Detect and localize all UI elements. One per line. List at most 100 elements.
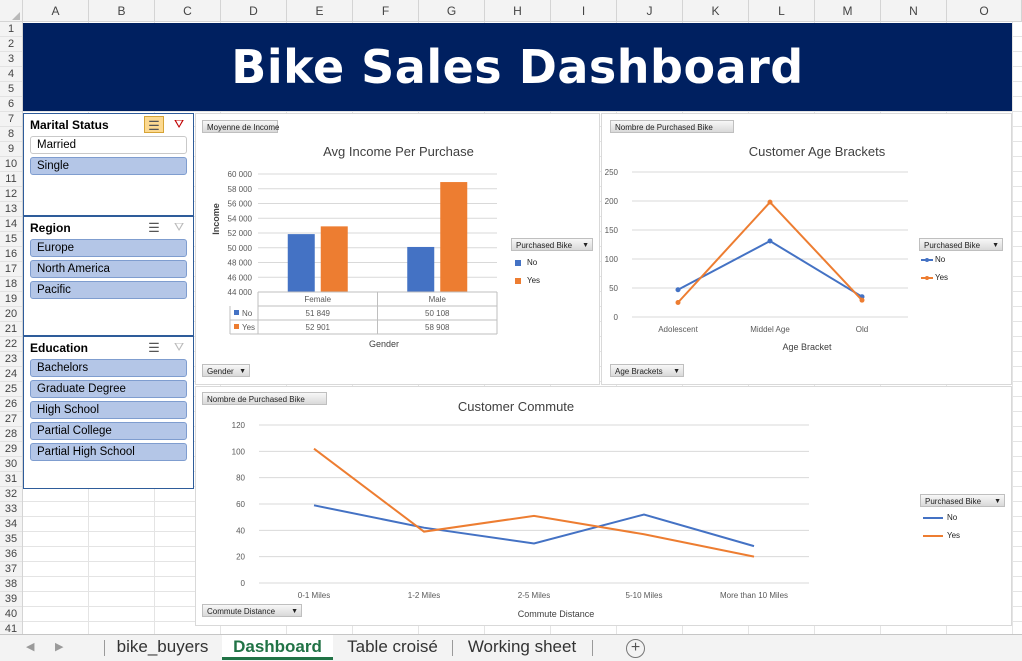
multi-select-icon[interactable]: ☰ [148,220,160,235]
slicer-item[interactable]: Single [30,157,187,175]
slicer-item[interactable]: Pacific [30,281,187,299]
tab-bike-buyers[interactable]: bike_buyers [116,637,209,656]
row-header-31[interactable]: 31 [0,472,22,487]
column-header-o[interactable]: O [947,0,1022,22]
field-button-value[interactable]: Nombre de Purchased Bike [202,392,327,405]
column-header-d[interactable]: D [221,0,287,22]
row-header-25[interactable]: 25 [0,382,22,397]
column-header-n[interactable]: N [881,0,947,22]
row-header-30[interactable]: 30 [0,457,22,472]
column-header-g[interactable]: G [419,0,485,22]
slicer-education[interactable]: Education ☰ ⛛ Bachelors Graduate Degree High … [23,336,194,489]
chart-commute[interactable]: Nombre de Purchased Bike Customer Commut… [195,386,1012,626]
row-header-24[interactable]: 24 [0,367,22,382]
clear-filter-icon[interactable]: ⛛ [173,117,185,131]
row-header-35[interactable]: 35 [0,532,22,547]
row-header-21[interactable]: 21 [0,322,22,337]
row-header-4[interactable]: 4 [0,67,22,82]
slicer-item[interactable]: Graduate Degree [30,380,187,398]
row-header-32[interactable]: 32 [0,487,22,502]
slicer-region[interactable]: Region ☰ ⛛ Europe North America Pacific [23,216,194,336]
row-header-23[interactable]: 23 [0,352,22,367]
row-header-10[interactable]: 10 [0,157,22,172]
column-header-l[interactable]: L [749,0,815,22]
select-all-corner[interactable] [0,0,23,22]
row-header-12[interactable]: 12 [0,187,22,202]
tab-scroll-left-icon[interactable]: ◀ [26,641,35,653]
column-header-b[interactable]: B [89,0,155,22]
field-button-axis[interactable]: Age Brackets ▼ [610,364,684,377]
slicer-item[interactable]: Married [30,136,187,154]
field-button-value[interactable]: Moyenne de Income [202,120,280,133]
slicer-title: Education [30,341,89,355]
row-header-38[interactable]: 38 [0,577,22,592]
x-tick-label: More than 10 Miles [720,591,788,600]
row-header-27[interactable]: 27 [0,412,22,427]
row-header-20[interactable]: 20 [0,307,22,322]
slicer-item[interactable]: High School [30,401,187,419]
row-header-40[interactable]: 40 [0,607,22,622]
row-header-11[interactable]: 11 [0,172,22,187]
row-header-18[interactable]: 18 [0,277,22,292]
row-header-28[interactable]: 28 [0,427,22,442]
field-button-axis[interactable]: Gender ▼ [202,364,250,377]
field-button-legend[interactable]: Purchased Bike ▼ [511,238,593,251]
field-button-axis[interactable]: Commute Distance ▼ [202,604,302,617]
data-table-value: 50 108 [425,309,450,318]
column-header-f[interactable]: F [353,0,419,22]
slicer-item[interactable]: North America [30,260,187,278]
slicer-item[interactable]: Bachelors [30,359,187,377]
field-button-legend[interactable]: Purchased Bike ▼ [920,494,1005,507]
column-header-j[interactable]: J [617,0,683,22]
row-header-19[interactable]: 19 [0,292,22,307]
row-header-33[interactable]: 33 [0,502,22,517]
slicer-item[interactable]: Partial College [30,422,187,440]
chart-age-brackets[interactable]: Nombre de Purchased Bike Customer Age Br… [601,113,1012,385]
clear-filter-icon[interactable]: ⛛ [173,220,185,234]
clear-filter-icon[interactable]: ⛛ [173,340,185,354]
column-header-m[interactable]: M [815,0,881,22]
column-header-k[interactable]: K [683,0,749,22]
table-legend-key-yes [234,324,239,329]
row-header-15[interactable]: 15 [0,232,22,247]
tab-dashboard[interactable]: Dashboard [222,635,333,660]
row-header-34[interactable]: 34 [0,517,22,532]
column-header-i[interactable]: I [551,0,617,22]
tab-working-sheet[interactable]: Working sheet [467,637,577,656]
tab-table-croise[interactable]: Table croisé [347,637,438,656]
row-header-13[interactable]: 13 [0,202,22,217]
add-sheet-icon[interactable]: + [626,639,645,658]
multi-select-icon[interactable]: ☰ [144,116,164,133]
slicer-marital-status[interactable]: Marital Status ☰ ⛛ Married Single [23,113,194,216]
row-header-22[interactable]: 22 [0,337,22,352]
row-header-14[interactable]: 14 [0,217,22,232]
row-header-26[interactable]: 26 [0,397,22,412]
slicer-item[interactable]: Partial High School [30,443,187,461]
row-header-36[interactable]: 36 [0,547,22,562]
row-header-6[interactable]: 6 [0,97,22,112]
x-tick-label: Middel Age [750,325,790,334]
column-header-c[interactable]: C [155,0,221,22]
row-header-3[interactable]: 3 [0,52,22,67]
field-button-legend[interactable]: Purchased Bike ▼ [919,238,1003,251]
legend-item-no: No [513,254,540,272]
row-header-39[interactable]: 39 [0,592,22,607]
field-button-value[interactable]: Nombre de Purchased Bike [610,120,734,133]
chart-avg-income[interactable]: Moyenne de Income Avg Income Per Purchas… [195,113,600,385]
row-header-16[interactable]: 16 [0,247,22,262]
row-header-8[interactable]: 8 [0,127,22,142]
tab-scroll-right-icon[interactable]: ▶ [55,641,64,653]
row-header-9[interactable]: 9 [0,142,22,157]
column-header-e[interactable]: E [287,0,353,22]
row-header-37[interactable]: 37 [0,562,22,577]
row-header-2[interactable]: 2 [0,37,22,52]
row-header-29[interactable]: 29 [0,442,22,457]
column-header-h[interactable]: H [485,0,551,22]
row-header-5[interactable]: 5 [0,82,22,97]
row-header-7[interactable]: 7 [0,112,22,127]
multi-select-icon[interactable]: ☰ [148,340,160,355]
row-header-17[interactable]: 17 [0,262,22,277]
row-header-1[interactable]: 1 [0,22,22,37]
column-header-a[interactable]: A [23,0,89,22]
slicer-item[interactable]: Europe [30,239,187,257]
